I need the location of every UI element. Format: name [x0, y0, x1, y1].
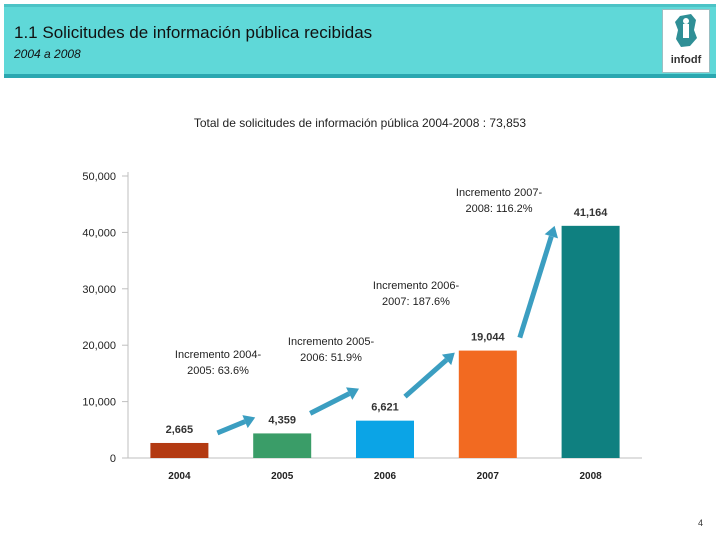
x-tick-label-2007: 2007 [477, 471, 500, 482]
y-tick-label: 10,000 [82, 397, 116, 409]
value-label-2005: 4,359 [268, 414, 296, 426]
page-number: 4 [697, 518, 703, 528]
y-tick-label: 50,000 [82, 171, 116, 183]
y-tick-label: 30,000 [82, 284, 116, 296]
chart-title: Total de solicitudes de información públ… [193, 116, 527, 130]
logo-emblem-icon [675, 14, 697, 47]
value-label-2008: 41,164 [574, 207, 609, 219]
increment-arrow-2007-2008 [517, 225, 559, 339]
x-tick-label-2005: 2005 [271, 471, 294, 482]
annotation-2005-2006: Incremento 2005-2006: 51.9% [287, 336, 375, 364]
bar-2008 [561, 225, 620, 458]
page-title: 1.1 Solicitudes de información pública r… [14, 23, 373, 42]
bar-2005 [253, 433, 312, 458]
header-banner: 1.1 Solicitudes de información pública r… [4, 4, 716, 78]
increment-arrow-2005-2006 [309, 387, 359, 416]
annotation-2006-2007: Incremento 2006-2007: 187.6% [372, 280, 460, 308]
value-label-2006: 6,621 [371, 402, 399, 414]
x-tick-label-2006: 2006 [374, 471, 397, 482]
y-tick-label: 40,000 [82, 227, 116, 239]
value-label-2007: 19,044 [471, 332, 506, 344]
annotation-2007-2008: Incremento 2007-2008: 116.2% [455, 187, 543, 215]
increment-arrow-2006-2007 [403, 352, 455, 399]
increment-arrow-2004-2005 [216, 415, 256, 436]
infodf-logo: infodf [662, 9, 710, 73]
x-tick-label-2004: 2004 [168, 471, 191, 482]
bar-2006 [356, 420, 414, 458]
bar-2007 [458, 350, 517, 458]
y-tick-label: 0 [110, 453, 116, 465]
value-label-2004: 2,665 [166, 424, 194, 436]
bar-2004 [150, 442, 209, 458]
page-subtitle: 2004 a 2008 [14, 47, 81, 61]
x-tick-label-2008: 2008 [579, 471, 602, 482]
y-tick-label: 20,000 [82, 340, 116, 352]
logo-text: infodf [670, 54, 702, 66]
annotation-2004-2005: Incremento 2004-2005: 63.6% [174, 349, 262, 377]
